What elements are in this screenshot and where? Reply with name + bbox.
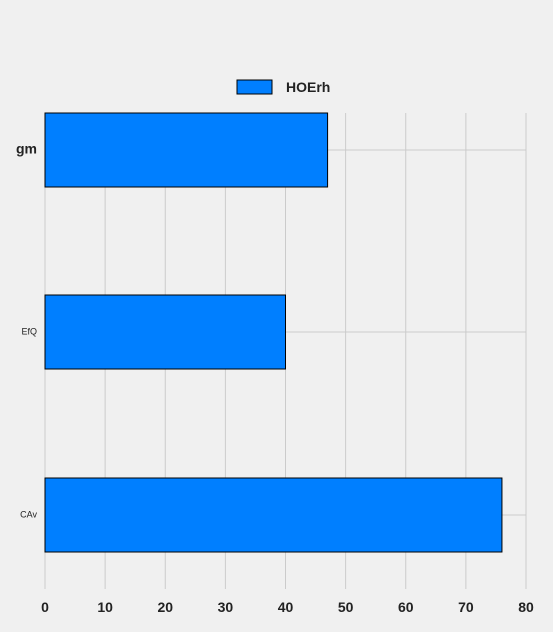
x-tick-label: 80 [518, 599, 534, 615]
legend: HOErh [236, 79, 330, 95]
x-tick-label: 50 [338, 599, 354, 615]
x-tick-label: 60 [398, 599, 414, 615]
y-tick-labels: gm EfQ CAv [16, 141, 37, 520]
bar-gm [44, 112, 329, 188]
legend-swatch [236, 79, 273, 95]
x-tick-label: 10 [97, 599, 113, 615]
x-tick-labels: 0 10 20 30 40 50 60 70 80 [41, 599, 534, 615]
bar-cav [44, 477, 503, 553]
bar-efq [44, 294, 286, 370]
x-tick-label: 20 [157, 599, 173, 615]
x-tick-label: 30 [218, 599, 234, 615]
y-tick-label: gm [16, 141, 37, 157]
bars [44, 112, 503, 553]
y-tick-label: CAv [20, 509, 37, 519]
x-tick-label: 70 [458, 599, 474, 615]
legend-label: HOErh [286, 79, 330, 95]
x-tick-label: 0 [41, 599, 49, 615]
y-tick-label: EfQ [21, 326, 37, 336]
x-tick-label: 40 [278, 599, 294, 615]
